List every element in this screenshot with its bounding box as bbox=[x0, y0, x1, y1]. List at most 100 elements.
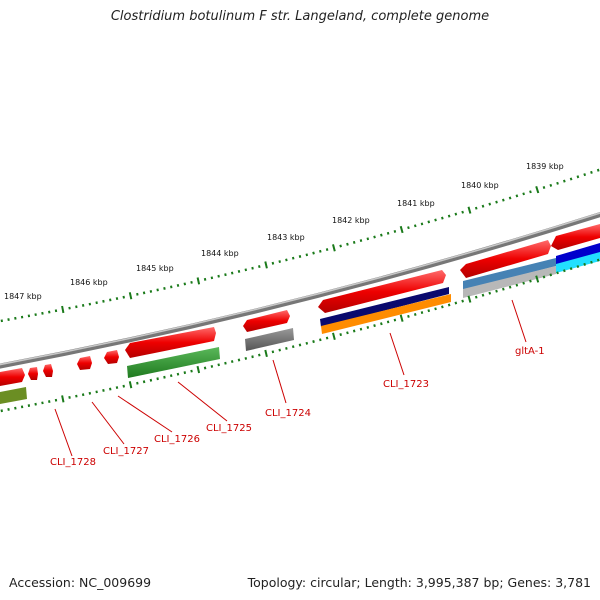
orange-feature[interactable] bbox=[321, 294, 451, 334]
inner-minor-tick bbox=[156, 377, 159, 381]
outer-minor-tick bbox=[149, 289, 153, 293]
inner-minor-tick bbox=[454, 301, 458, 305]
inner-minor-tick bbox=[75, 394, 78, 398]
steel-feature[interactable] bbox=[463, 258, 556, 290]
leader-CLI_1727 bbox=[91, 401, 125, 445]
outer-major-tick bbox=[264, 261, 268, 269]
inner-minor-tick bbox=[210, 364, 214, 368]
cds-feature[interactable] bbox=[77, 356, 92, 370]
inner-minor-tick bbox=[278, 348, 281, 352]
inner-minor-tick bbox=[88, 391, 92, 395]
cds-feature[interactable] bbox=[0, 368, 25, 386]
green-feature[interactable] bbox=[127, 347, 220, 378]
inner-minor-tick bbox=[352, 329, 356, 333]
inner-minor-tick bbox=[149, 378, 153, 382]
inner-minor-tick bbox=[488, 291, 492, 295]
outer-minor-tick bbox=[339, 244, 342, 248]
outer-major-tick bbox=[332, 244, 336, 252]
inner-minor-tick bbox=[48, 400, 51, 403]
inner-minor-tick bbox=[366, 325, 370, 329]
outer-minor-tick bbox=[474, 206, 478, 210]
outer-minor-tick bbox=[312, 251, 315, 255]
inner-minor-tick bbox=[380, 322, 383, 326]
gene-label-gltA-1[interactable]: gltA-1 bbox=[515, 346, 545, 357]
cds-feature[interactable] bbox=[104, 350, 119, 364]
blue-feature[interactable] bbox=[556, 243, 600, 266]
outer-minor-tick bbox=[420, 222, 424, 226]
inner-minor-tick bbox=[542, 275, 546, 279]
kbp-label-1839: 1839 kbp bbox=[526, 162, 564, 171]
outer-minor-tick bbox=[298, 255, 302, 258]
outer-minor-tick bbox=[407, 226, 410, 230]
outer-minor-tick bbox=[508, 196, 512, 200]
outer-major-tick bbox=[535, 186, 540, 194]
feature-bands-track bbox=[0, 243, 600, 404]
cds-feature[interactable] bbox=[551, 224, 600, 250]
outer-major-tick bbox=[128, 292, 133, 300]
gene-labels: gltA-1 CLI_1723 CLI_1724 CLI_1725 CLI_17… bbox=[50, 346, 545, 468]
inner-scale-track bbox=[0, 258, 600, 413]
outer-minor-tick bbox=[495, 200, 498, 204]
cds-feature[interactable] bbox=[28, 367, 38, 380]
olive-feature[interactable] bbox=[0, 387, 27, 404]
outer-minor-tick bbox=[359, 239, 363, 243]
cds-feature[interactable] bbox=[43, 364, 53, 377]
gene-label-CLI_1726[interactable]: CLI_1726 bbox=[154, 434, 200, 445]
inner-minor-tick bbox=[136, 381, 139, 385]
inner-major-tick bbox=[61, 395, 65, 403]
inner-minor-tick bbox=[441, 305, 444, 309]
gene-label-CLI_1723[interactable]: CLI_1723 bbox=[383, 379, 429, 390]
cds-feature[interactable] bbox=[318, 270, 446, 313]
forward-cds-track bbox=[0, 224, 600, 386]
gray-feature[interactable] bbox=[245, 328, 294, 351]
inner-minor-tick bbox=[420, 311, 424, 315]
inner-minor-tick bbox=[68, 396, 71, 399]
outer-minor-tick bbox=[522, 192, 525, 196]
inner-minor-tick bbox=[346, 331, 349, 335]
gene-label-CLI_1727[interactable]: CLI_1727 bbox=[103, 446, 149, 457]
inner-minor-tick bbox=[95, 390, 98, 394]
outer-minor-tick bbox=[183, 282, 187, 286]
leader-gltA-1 bbox=[511, 299, 527, 343]
inner-minor-tick bbox=[244, 356, 248, 360]
outer-minor-tick bbox=[48, 310, 51, 314]
cds-feature[interactable] bbox=[460, 240, 551, 278]
leader-CLI_1726 bbox=[117, 395, 173, 433]
outer-minor-tick bbox=[583, 173, 587, 177]
inner-minor-tick bbox=[115, 386, 119, 390]
cyan-feature[interactable] bbox=[556, 252, 600, 273]
inner-minor-tick bbox=[298, 343, 302, 347]
leader-CLI_1725 bbox=[177, 381, 228, 422]
gene-label-CLI_1724[interactable]: CLI_1724 bbox=[265, 408, 311, 419]
inner-minor-tick bbox=[549, 273, 553, 277]
gene-label-CLI_1728[interactable]: CLI_1728 bbox=[50, 457, 96, 468]
outer-minor-tick bbox=[542, 185, 546, 190]
cds-feature[interactable] bbox=[125, 327, 216, 358]
outer-minor-tick bbox=[237, 269, 241, 273]
gene-label-CLI_1725[interactable]: CLI_1725 bbox=[206, 423, 252, 434]
inner-minor-tick bbox=[556, 271, 559, 275]
inner-major-tick bbox=[399, 314, 404, 322]
inner-minor-tick bbox=[413, 313, 417, 316]
kbp-label-1845: 1845 kbp bbox=[136, 264, 174, 273]
outer-minor-tick bbox=[217, 274, 220, 278]
inner-minor-tick bbox=[305, 341, 309, 345]
silver-feature[interactable] bbox=[463, 266, 556, 298]
outer-minor-tick bbox=[81, 304, 85, 307]
outer-minor-tick bbox=[556, 181, 559, 185]
inner-minor-tick bbox=[291, 345, 295, 349]
navy-feature[interactable] bbox=[320, 287, 449, 327]
outer-minor-tick bbox=[7, 318, 10, 321]
genome-title: Clostridium botulinum F str. Langeland, … bbox=[110, 9, 490, 24]
outer-major-tick bbox=[61, 305, 65, 314]
outer-minor-tick bbox=[319, 249, 322, 253]
cds-feature[interactable] bbox=[243, 310, 290, 332]
inner-minor-tick bbox=[481, 293, 485, 297]
inner-minor-tick bbox=[359, 327, 363, 331]
inner-minor-tick bbox=[14, 406, 17, 410]
inner-minor-tick bbox=[508, 285, 512, 289]
inner-minor-tick bbox=[0, 409, 3, 413]
outer-minor-tick bbox=[115, 297, 119, 301]
inner-minor-tick bbox=[576, 265, 580, 269]
